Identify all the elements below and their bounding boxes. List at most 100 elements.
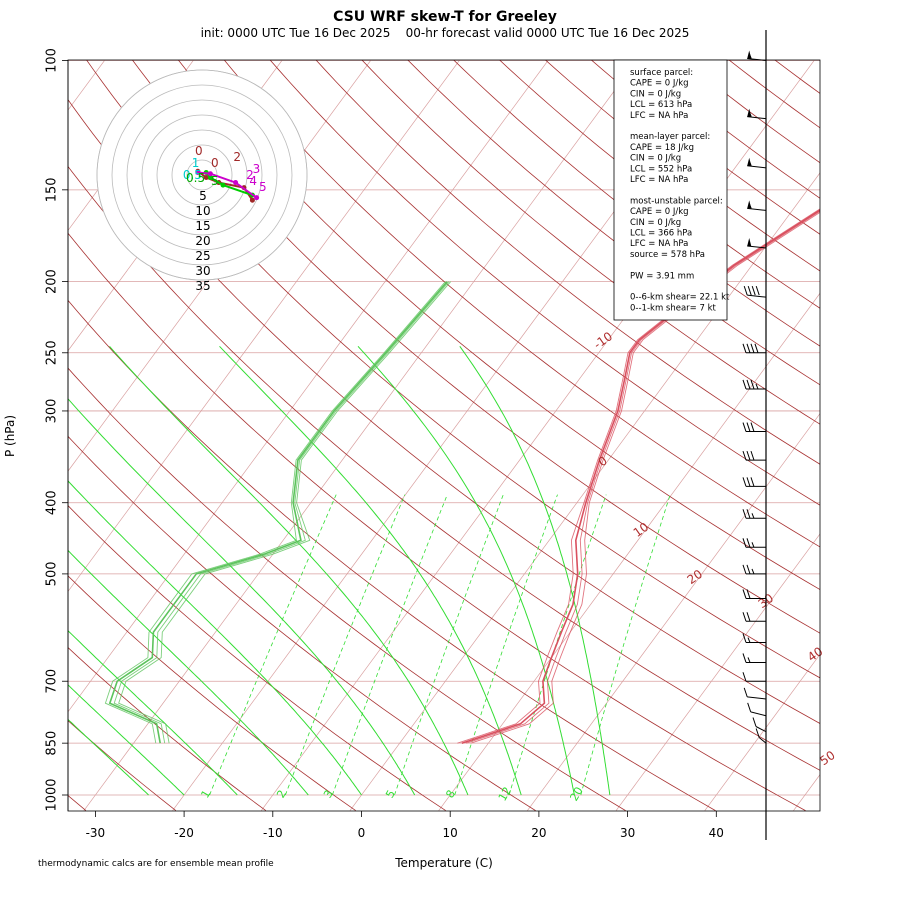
temperature-profile-line [466, 210, 820, 744]
isotherm-line [438, 292, 820, 811]
temperature-profile-line [461, 209, 820, 744]
moist-adiabat-line [357, 345, 575, 796]
moist-adiabat-line [109, 345, 469, 796]
wind-barb-staff [750, 711, 767, 717]
wind-barb-feather [746, 343, 751, 353]
mixing-ratio-line [285, 494, 406, 796]
wind-barb-feather [742, 509, 747, 519]
dry-adiabat-line [68, 435, 536, 811]
info-box-line: CIN = 0 J/kg [630, 218, 681, 228]
hodograph-ring-label: 15 [195, 219, 210, 233]
x-axis: -30 -20 -10 0 10 20 30 40 [86, 811, 724, 840]
wind-barb-feather [742, 477, 747, 487]
hodograph-height-label: 5 [211, 174, 219, 188]
footnote: thermodynamic calcs are for ensemble mea… [38, 859, 274, 869]
wind-barb-feather [742, 450, 747, 461]
wind-barb-feather [743, 285, 748, 296]
hodograph-height-label: 5 [259, 180, 267, 194]
isotherm-line [68, 60, 549, 713]
hodograph-ring [126, 99, 278, 251]
wind-barb-staff [755, 726, 767, 733]
wind-barb-feather [750, 343, 755, 353]
info-box-line: LCL = 613 hPa [630, 100, 692, 110]
wind-barb-feather [746, 477, 751, 487]
info-box-line: LCL = 552 hPa [630, 164, 692, 174]
wind-barb-feather [754, 343, 759, 353]
moist-adiabat-lines [68, 345, 611, 796]
isotherm-line [68, 60, 461, 593]
wind-barb-pennant [747, 237, 752, 246]
isotherm-line [349, 172, 820, 811]
wind-barb-feather [755, 285, 760, 296]
hodograph-point [203, 175, 209, 181]
moist-adiabat-line [68, 480, 362, 796]
wind-barb-feather [750, 450, 755, 461]
mixing-ratio-label: 20 [567, 785, 585, 804]
dewpoint-profile-line [108, 281, 448, 744]
hodograph-ring-label: 20 [195, 234, 210, 248]
info-box-line: CIN = 0 J/kg [630, 154, 681, 164]
mixing-ratio-line [394, 494, 504, 796]
wind-barb-feather [755, 728, 760, 738]
info-box-line: CAPE = 0 J/kg [630, 79, 689, 89]
temperature-profile-line [457, 208, 820, 744]
mixing-ratio-line [508, 494, 607, 796]
wind-barb-feather [742, 633, 747, 643]
info-box-line: LFC = NA hPa [630, 239, 688, 249]
hodograph-ring-label: 10 [195, 204, 210, 218]
mixing-ratio-line [332, 494, 448, 796]
wind-barb-half-feather [751, 568, 755, 575]
wind-barb-feather [742, 672, 747, 682]
x-tick-label: 40 [709, 826, 724, 840]
moist-adiabat-line [68, 684, 185, 796]
y-tick-label: 100 [45, 48, 60, 73]
x-tick-label: -10 [263, 826, 283, 840]
wind-barb-feather [746, 450, 751, 461]
isotherm-line [615, 533, 820, 811]
x-axis-label: Temperature (C) [394, 856, 493, 870]
x-tick-label: 20 [531, 826, 546, 840]
wind-barb-half-feather [748, 160, 752, 166]
dry-adiabat-line [68, 165, 820, 771]
info-box-line: LCL = 366 hPa [630, 229, 692, 239]
info-box-line: mean-layer parcel: [630, 132, 710, 142]
isotherm-label: 40 [805, 644, 826, 664]
wind-barb-column [742, 30, 767, 840]
hodograph-ring-label: 5 [199, 189, 207, 203]
wind-barb-staff [747, 57, 767, 61]
wind-barb-staff [747, 294, 767, 298]
wind-barb-feather [742, 379, 747, 390]
wind-barb-feather [742, 343, 747, 353]
hodograph-point [207, 171, 213, 177]
wind-barb-feather [750, 477, 755, 487]
dry-adiabat-line [68, 367, 626, 811]
mixing-ratio-label: 2 [274, 788, 289, 801]
wind-barb-feather [746, 564, 751, 575]
hodograph-height-label: 4 [249, 174, 257, 188]
mixing-ratio-line [580, 494, 671, 796]
wind-barb-feather [743, 687, 748, 698]
info-box-line: LFC = NA hPa [630, 175, 688, 185]
y-tick-label: 500 [45, 561, 60, 586]
wind-barb-half-feather [747, 657, 751, 663]
hodograph-point [249, 197, 255, 203]
hodograph-ring-label: 25 [195, 249, 210, 263]
wind-barb-staff [747, 116, 767, 120]
info-box-frame [613, 59, 728, 321]
mixing-ratio-label: 3 [321, 788, 336, 801]
wind-barb-feather [752, 717, 757, 727]
dry-adiabat-line [68, 232, 806, 811]
info-box-line: most-unstable parcel: [630, 196, 723, 206]
isotherm-label: 10 [631, 520, 652, 540]
hodograph-ring [156, 129, 248, 221]
mixing-ratio-label: 5 [383, 788, 398, 801]
moist-adiabat-line [68, 718, 149, 796]
wind-barb-feather [746, 538, 751, 548]
y-axis-label: P (hPa) [3, 415, 17, 457]
mixing-ratio-label: 1 [198, 788, 213, 801]
y-tick-label: 850 [45, 731, 60, 756]
y-tick-label: 300 [45, 399, 60, 424]
hodograph-height-label: 2 [246, 168, 254, 182]
wind-barb-half-feather [755, 383, 759, 390]
